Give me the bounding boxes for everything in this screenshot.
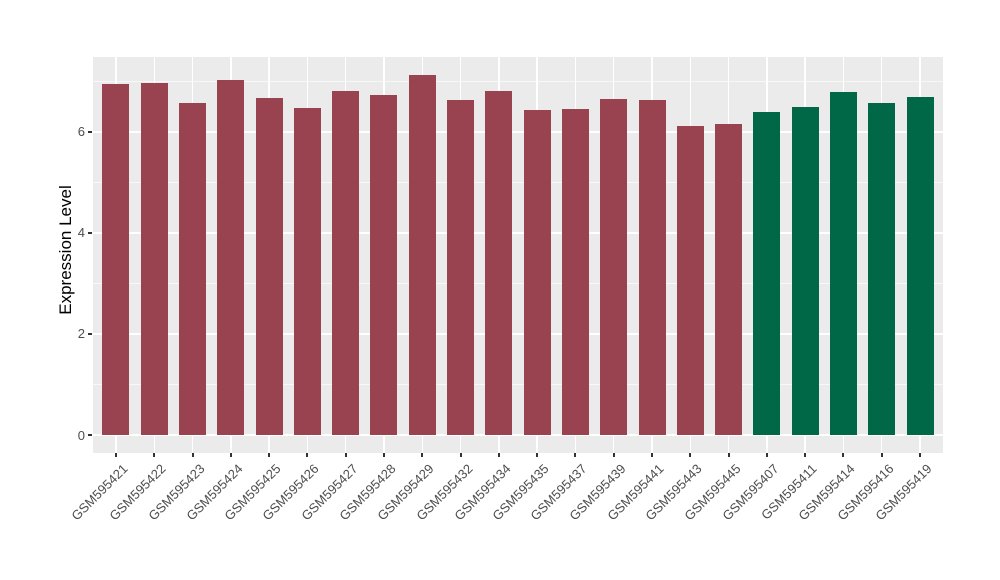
x-tick-mark	[191, 453, 194, 457]
bar-GSM595439	[600, 99, 628, 435]
y-axis-title: Expression Level	[56, 185, 75, 315]
x-tick-mark	[574, 453, 577, 457]
bar-GSM595432	[447, 99, 475, 435]
x-tick-mark	[880, 453, 883, 457]
bar-GSM595427	[332, 91, 360, 435]
x-tick-mark	[229, 453, 232, 457]
bar-GSM595441	[638, 100, 666, 435]
y-tick-label: 4	[77, 225, 85, 241]
x-tick-mark	[919, 453, 922, 457]
bar-GSM595425	[255, 98, 283, 435]
bar-GSM595429	[408, 74, 436, 435]
y-tick-label: 2	[77, 326, 85, 342]
x-tick-mark	[765, 453, 768, 457]
x-tick-mark	[114, 453, 117, 457]
x-tick-mark	[268, 453, 271, 457]
bar-GSM595443	[676, 125, 704, 435]
x-tick-mark	[459, 453, 462, 457]
bar-GSM595423	[179, 102, 207, 435]
y-tick-label: 0	[77, 427, 85, 443]
bar-GSM595411	[791, 106, 819, 435]
y-tick-mark	[88, 332, 92, 335]
x-tick-mark	[804, 453, 807, 457]
x-tick-mark	[382, 453, 385, 457]
bar-GSM595419	[906, 96, 934, 435]
y-tick-label: 6	[77, 124, 85, 140]
y-tick-mark	[88, 434, 92, 436]
x-tick-mark	[497, 453, 500, 457]
x-tick-mark	[536, 453, 539, 457]
x-tick-mark	[153, 453, 156, 457]
x-tick-mark	[842, 453, 845, 457]
x-tick-mark	[612, 453, 615, 457]
bar-GSM595421	[102, 83, 130, 435]
x-tick-mark	[651, 453, 653, 457]
bar-GSM595426	[293, 108, 321, 435]
x-tick-mark	[727, 453, 730, 457]
bar-GSM595445	[715, 124, 743, 435]
bar-GSM595428	[370, 94, 398, 435]
bar-GSM595422	[140, 82, 168, 435]
bar-GSM595407	[753, 112, 781, 435]
x-tick-mark	[306, 453, 309, 457]
bar-GSM595416	[868, 102, 896, 435]
bar-GSM595435	[523, 109, 551, 435]
x-tick-mark	[689, 453, 692, 457]
plot-panel	[93, 57, 943, 453]
y-tick-mark	[88, 231, 92, 234]
bar-GSM595414	[829, 92, 857, 435]
bar-GSM595424	[217, 80, 245, 435]
y-tick-mark	[88, 130, 92, 133]
x-tick-mark	[344, 453, 347, 457]
bar-GSM595434	[485, 91, 513, 435]
x-tick-mark	[421, 453, 424, 457]
bar-GSM595437	[561, 108, 589, 435]
